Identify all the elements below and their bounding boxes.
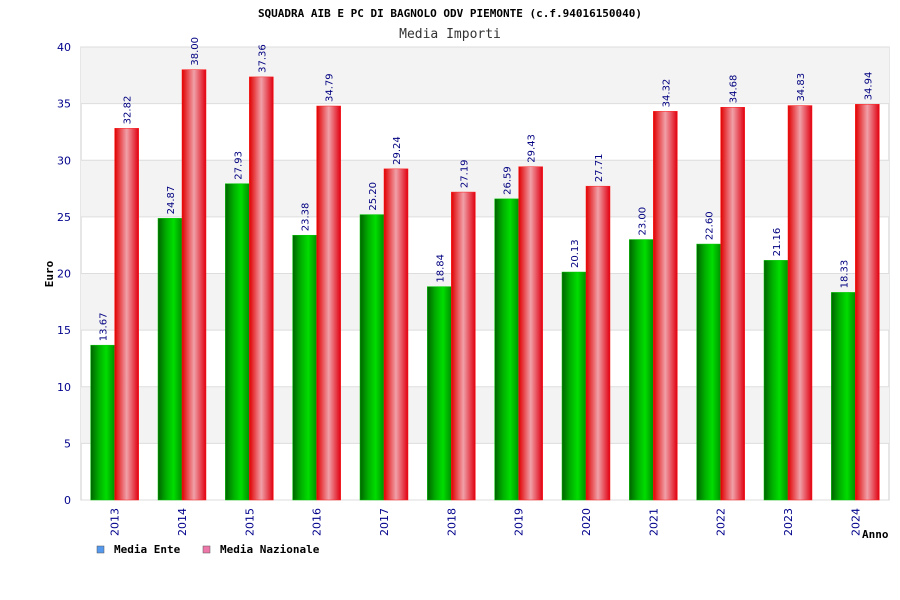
data-label: 24.87	[166, 186, 177, 215]
y-tick-label: 10	[57, 381, 71, 394]
x-tick-label: 2014	[176, 508, 189, 536]
x-tick-label: 2016	[311, 508, 324, 536]
x-tick-label: 2021	[647, 508, 660, 536]
data-labels: 13.67 32.82 24.87 38.00 27.93 37.36 23.38 34.79…	[99, 37, 875, 341]
bar-media-nazionale	[383, 168, 409, 501]
plot-band	[81, 160, 889, 217]
y-tick-label: 15	[57, 324, 71, 337]
bar-media-nazionale	[585, 185, 611, 501]
data-label: 21.16	[772, 228, 783, 257]
bar-media-nazionale	[518, 166, 543, 501]
bar-media-ente	[831, 292, 856, 501]
data-label: 22.60	[705, 211, 716, 240]
data-label: 27.71	[594, 154, 605, 183]
data-label: 23.38	[301, 203, 312, 232]
data-label: 18.84	[435, 254, 446, 283]
y-tick-label: 40	[57, 41, 71, 54]
legend-label-media-nazionale: Media Nazionale	[220, 543, 320, 556]
bar-media-nazionale	[181, 69, 207, 501]
y-tick-label: 30	[57, 154, 71, 167]
legend-swatch-media-nazionale	[202, 545, 211, 554]
y-tick-label: 20	[57, 268, 71, 281]
data-label: 38.00	[190, 37, 201, 66]
x-tick-label: 2018	[445, 508, 458, 536]
y-tick-label: 5	[64, 437, 71, 450]
bar-media-nazionale	[653, 111, 678, 501]
bar-media-ente	[90, 344, 115, 501]
data-label: 26.59	[503, 166, 514, 195]
data-label: 34.68	[729, 75, 740, 104]
legend: Media Ente Media Nazionale	[96, 543, 320, 556]
data-label: 25.20	[368, 182, 379, 211]
bar-media-nazionale	[249, 76, 274, 501]
data-label: 32.82	[123, 96, 134, 125]
y-axis-ticks: 0 5 10 15 20 25 30 35 40	[57, 41, 71, 507]
data-label: 37.36	[257, 44, 268, 73]
bars	[90, 69, 880, 501]
x-tick-label: 2015	[243, 508, 256, 536]
bar-media-ente	[427, 286, 452, 501]
bar-media-nazionale	[451, 191, 476, 501]
x-axis-label: Anno	[862, 528, 889, 541]
bar-media-nazionale	[316, 105, 341, 501]
data-label: 34.83	[796, 73, 807, 102]
plot-band	[81, 386, 889, 444]
x-tick-label: 2020	[580, 508, 593, 536]
y-tick-label: 25	[57, 211, 71, 224]
bar-media-ente	[292, 234, 317, 501]
y-tick-label: 35	[57, 98, 71, 111]
data-label: 20.13	[570, 239, 581, 268]
chart-subtitle: Media Importi	[399, 27, 501, 42]
plot-band	[81, 47, 889, 104]
x-tick-label: 2017	[378, 508, 391, 536]
data-label: 29.24	[392, 136, 403, 165]
data-label: 13.67	[99, 313, 110, 342]
bar-media-nazionale	[787, 105, 813, 501]
bar-media-ente	[696, 243, 721, 501]
legend-label-media-ente: Media Ente	[114, 543, 181, 556]
chart-title: SQUADRA AIB E PC DI BAGNOLO ODV PIEMONTE…	[258, 7, 642, 20]
bar-media-nazionale	[114, 128, 139, 501]
data-label: 34.94	[863, 72, 874, 101]
plot-band	[81, 273, 889, 331]
bar-media-nazionale	[855, 104, 880, 501]
bar-media-ente	[359, 214, 385, 501]
data-label: 34.79	[325, 73, 336, 102]
data-label: 27.19	[459, 159, 470, 188]
bar-media-ente	[763, 260, 789, 501]
data-label: 23.00	[637, 207, 648, 236]
data-label: 29.43	[527, 134, 538, 163]
x-axis-ticks: 2013 2014 2015 2016 2017 2018 2019 2020 2021 2022…	[109, 508, 863, 536]
legend-swatch-media-ente	[96, 545, 105, 554]
y-axis-label: Euro	[43, 260, 56, 287]
bar-media-ente	[157, 218, 183, 501]
data-label: 18.33	[839, 260, 850, 289]
data-label: 34.32	[661, 79, 672, 108]
x-tick-label: 2022	[715, 508, 728, 536]
data-label: 27.93	[233, 151, 244, 180]
y-tick-label: 0	[64, 494, 71, 507]
x-tick-label: 2019	[513, 508, 526, 536]
gridlines	[81, 46, 889, 501]
bar-media-ente	[561, 271, 587, 501]
bar-media-ente	[494, 198, 519, 501]
bar-media-nazionale	[720, 106, 745, 501]
bar-media-ente	[629, 239, 654, 501]
x-tick-label: 2024	[849, 508, 862, 536]
bar-media-ente	[225, 183, 250, 501]
x-tick-label: 2023	[782, 508, 795, 536]
x-tick-label: 2013	[109, 508, 122, 536]
